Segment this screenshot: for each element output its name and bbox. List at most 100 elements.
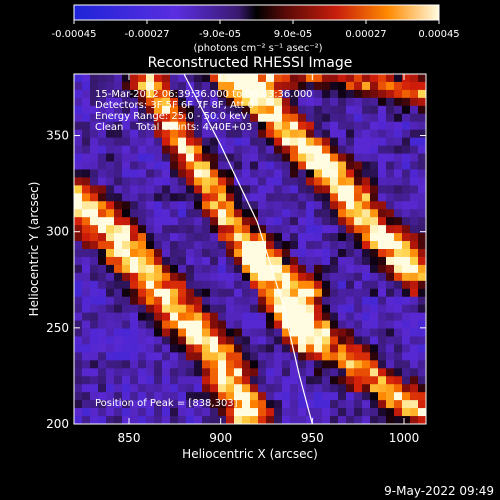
- heatmap-cell: [266, 129, 275, 139]
- heatmap-cell: [290, 368, 299, 377]
- heatmap-cell: [186, 105, 195, 115]
- heatmap-cell: [370, 217, 379, 226]
- heatmap-cell: [162, 272, 171, 282]
- heatmap-cell: [362, 320, 371, 330]
- heatmap-cell: [146, 185, 155, 194]
- heatmap-cell: [130, 296, 139, 306]
- heatmap-cell: [362, 81, 371, 91]
- heatmap-cell: [114, 225, 123, 234]
- heatmap-cell: [82, 304, 91, 314]
- heatmap-cell: [114, 209, 123, 218]
- heatmap-cell: [202, 105, 211, 115]
- heatmap-cell: [90, 113, 99, 123]
- heatmap-cell: [226, 97, 235, 107]
- heatmap-cell: [346, 105, 355, 115]
- heatmap-cell: [82, 368, 91, 377]
- heatmap-cell: [234, 392, 243, 401]
- heatmap-cell: [402, 344, 411, 353]
- heatmap-cell: [314, 408, 323, 417]
- heatmap-cell: [90, 408, 99, 417]
- heatmap-cell: [274, 288, 283, 298]
- heatmap-cell: [258, 312, 267, 322]
- heatmap-cell: [418, 416, 426, 424]
- heatmap-cell: [186, 304, 195, 314]
- heatmap-cell: [282, 416, 291, 424]
- heatmap-cell: [274, 241, 283, 250]
- heatmap-cell: [146, 408, 155, 417]
- heatmap-cell: [194, 74, 203, 83]
- heatmap-cell: [362, 97, 371, 107]
- heatmap-cell: [322, 280, 331, 290]
- heatmap-cell: [130, 288, 139, 298]
- heatmap-cell: [226, 400, 235, 409]
- colorbar-tick-label: -0.00027: [125, 29, 170, 40]
- heatmap-cell: [362, 161, 371, 170]
- heatmap-cell: [170, 400, 179, 409]
- heatmap-cell: [202, 384, 211, 393]
- heatmap-cell: [210, 97, 219, 107]
- heatmap-cell: [242, 129, 251, 139]
- heatmap-cell: [418, 113, 426, 123]
- heatmap-cell: [178, 169, 187, 178]
- heatmap-cell: [410, 145, 419, 155]
- heatmap-cell: [242, 376, 251, 385]
- heatmap-cell: [154, 384, 163, 393]
- heatmap-cell: [386, 153, 395, 162]
- heatmap-cell: [394, 384, 403, 393]
- heatmap-cell: [106, 81, 115, 91]
- heatmap-cell: [210, 384, 219, 393]
- heatmap-cell: [410, 153, 419, 162]
- heatmap-cell: [314, 376, 323, 385]
- heatmap-cell: [290, 280, 299, 290]
- heatmap-cell: [146, 344, 155, 353]
- heatmap-cell: [274, 169, 283, 178]
- heatmap-cell: [234, 241, 243, 250]
- heatmap-cell: [322, 304, 331, 314]
- heatmap-cell: [362, 392, 371, 401]
- heatmap-cell: [418, 169, 426, 178]
- heatmap-cell: [170, 81, 179, 91]
- heatmap-cell: [130, 408, 139, 417]
- heatmap-cell: [114, 241, 123, 250]
- heatmap-cell: [370, 400, 379, 409]
- heatmap-cell: [258, 105, 267, 115]
- heatmap-cell: [250, 272, 259, 282]
- heatmap-cell: [210, 360, 219, 369]
- heatmap-cell: [322, 376, 331, 385]
- heatmap-cell: [202, 328, 211, 337]
- heatmap-cell: [282, 225, 291, 234]
- heatmap-cell: [82, 376, 91, 385]
- heatmap-cell: [258, 209, 267, 218]
- heatmap-cell: [106, 105, 115, 115]
- heatmap-cell: [330, 105, 339, 115]
- heatmap-cell: [186, 169, 195, 178]
- heatmap-cell: [178, 400, 187, 409]
- heatmap-cell: [154, 89, 163, 99]
- heatmap-cell: [378, 384, 387, 393]
- heatmap-cell: [130, 137, 139, 147]
- colorbar-tick-label: 9.0e-05: [274, 29, 312, 40]
- heatmap-cell: [410, 416, 419, 424]
- heatmap-cell: [122, 105, 131, 115]
- heatmap-cell: [82, 408, 91, 417]
- heatmap-cell: [234, 113, 243, 123]
- heatmap-cell: [314, 336, 323, 345]
- heatmap-cell: [114, 304, 123, 314]
- heatmap-cell: [298, 129, 307, 139]
- colorbar: [73, 4, 440, 21]
- heatmap-cell: [122, 233, 131, 242]
- heatmap-cell: [106, 288, 115, 298]
- heatmap-cell: [378, 328, 387, 337]
- heatmap-cell: [362, 304, 371, 314]
- heatmap-cell: [386, 145, 395, 155]
- heatmap-cell: [114, 193, 123, 202]
- heatmap-cell: [298, 233, 307, 242]
- heatmap-cell: [162, 304, 171, 314]
- heatmap-cell: [194, 312, 203, 322]
- heatmap-cell: [114, 185, 123, 194]
- heatmap-cell: [266, 233, 275, 242]
- heatmap-cell: [314, 225, 323, 234]
- heatmap-cell: [402, 193, 411, 202]
- heatmap-cell: [194, 304, 203, 314]
- heatmap-cell: [178, 296, 187, 306]
